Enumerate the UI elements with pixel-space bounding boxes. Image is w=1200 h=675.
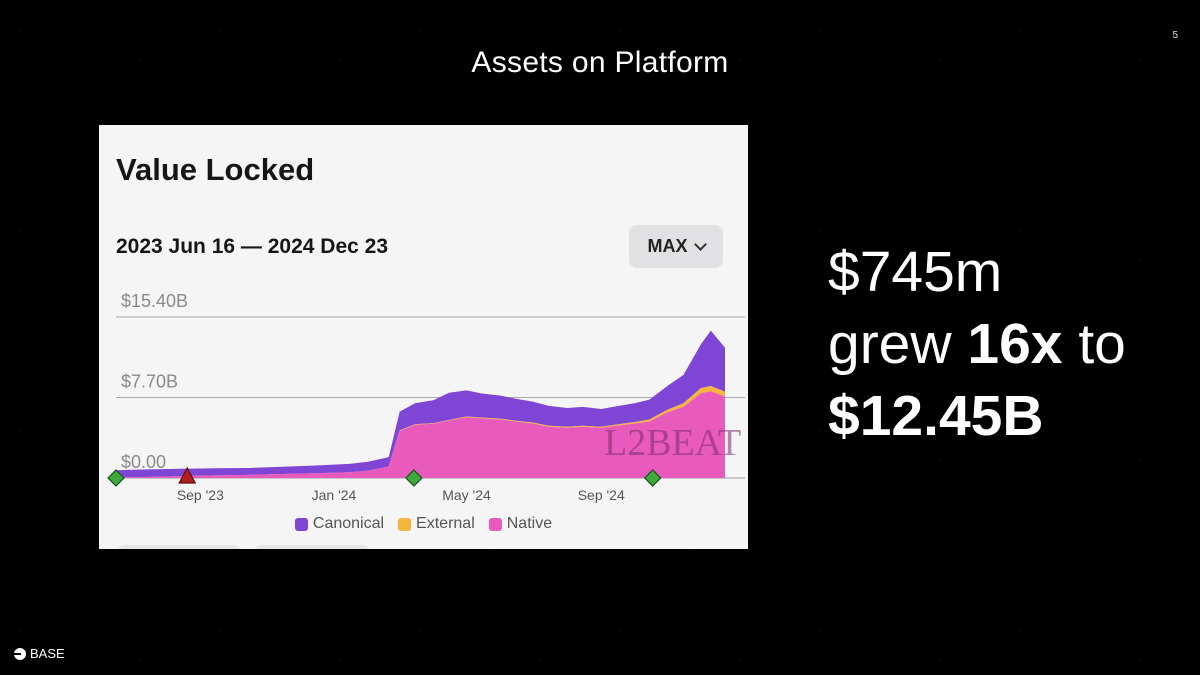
range-select-label: MAX (647, 236, 688, 256)
headline-line-3: $12.45B (828, 380, 1188, 452)
legend-label-external: External (416, 515, 475, 532)
range-select-button[interactable]: MAX (629, 225, 723, 268)
x-tick-label: Jan '24 (312, 487, 357, 503)
chart-legend: Canonical External Native (99, 515, 748, 533)
y-tick-label: $7.70B (121, 372, 178, 392)
brand-logo: BASE (14, 646, 65, 661)
headline-line-1: $745m (828, 240, 1003, 304)
milestone-warning-marker (178, 466, 197, 484)
milestone-marker (107, 469, 125, 487)
headline-line-2-post: to (1062, 312, 1126, 376)
area-native (116, 391, 725, 478)
x-tick-label: Sep '23 (177, 487, 224, 503)
legend-item-canonical[interactable]: Canonical (294, 515, 385, 533)
x-tick-label: May '24 (442, 487, 491, 503)
legend-item-native[interactable]: Native (488, 515, 553, 533)
x-tick-label: Sep '24 (578, 487, 625, 503)
headline-stat: $745m grew 16x to $12.45B (828, 236, 1188, 452)
date-range: 2023 Jun 16 — 2024 Dec 23 (116, 235, 389, 258)
base-logo-icon (14, 647, 26, 660)
cropped-control (254, 545, 370, 549)
value-locked-chart: L2BEAT $15.40B $7.70B $0.00 Sep '23 Jan '24… (107, 291, 745, 503)
cropped-control (117, 545, 241, 549)
slide-title: Assets on Platform (471, 46, 729, 79)
legend-swatch-canonical (294, 517, 308, 531)
y-tick-label: $15.40B (121, 291, 188, 311)
headline-line-2-pre: grew (828, 312, 968, 376)
page-number: 5 (1172, 30, 1178, 41)
legend-swatch-external (398, 517, 412, 531)
area-canonical (116, 330, 725, 478)
legend-label-canonical: Canonical (312, 515, 385, 532)
milestone-marker (405, 469, 423, 487)
value-locked-card: Value Locked 2023 Jun 16 — 2024 Dec 23 M… (99, 125, 748, 549)
y-tick-label: $0.00 (121, 452, 166, 472)
milestone-marker (643, 469, 662, 487)
l2beat-watermark: L2BEAT (604, 422, 741, 464)
headline-line-2: grew 16x to (828, 308, 1188, 380)
headline-final-value: $12.45B (828, 384, 1044, 448)
legend-item-external[interactable]: External (398, 515, 475, 533)
legend-label-native: Native (506, 515, 553, 532)
legend-swatch-native (488, 517, 502, 531)
brand-name: BASE (30, 646, 65, 661)
card-title: Value Locked (116, 152, 315, 187)
headline-multiplier: 16x (967, 312, 1063, 376)
